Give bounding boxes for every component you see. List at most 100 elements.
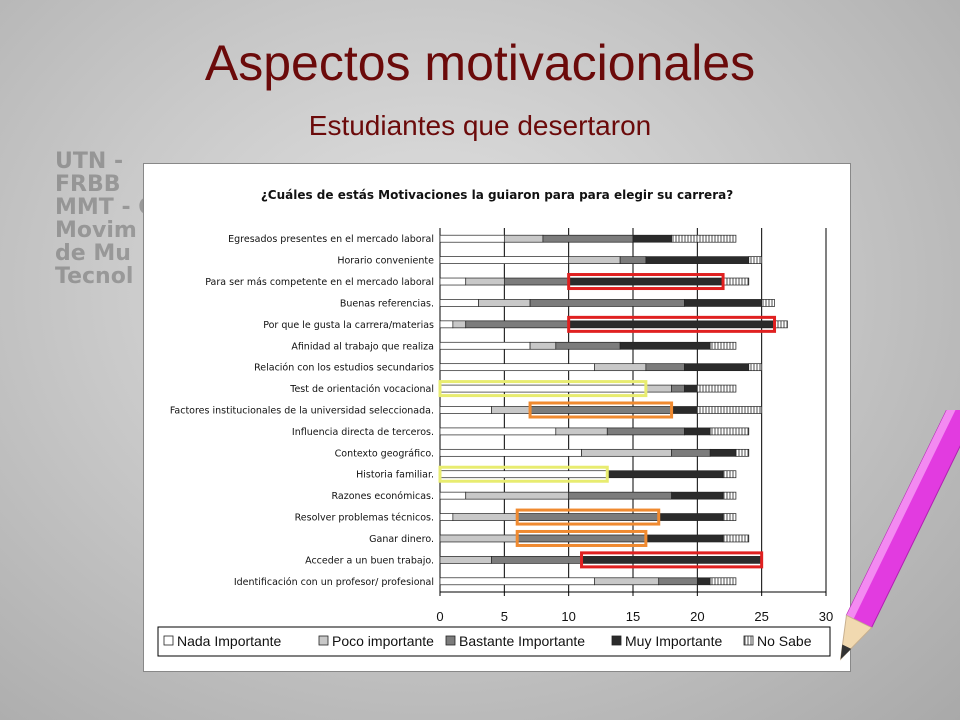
bar-segment (722, 277, 750, 286)
category-label: Contexto geográfico. (335, 448, 434, 459)
bar-segment (439, 234, 505, 243)
bar-segment (555, 427, 608, 436)
bar-segment (696, 577, 711, 586)
background-logo-line: UTN - FRBB (55, 149, 124, 198)
bar-segment (735, 448, 750, 457)
highlight-box (580, 551, 764, 569)
category-label: Razones económicas. (332, 491, 434, 502)
bar-segment (722, 491, 737, 500)
category-label: Buenas referencias. (340, 298, 434, 309)
bar-segment (722, 534, 750, 543)
bar-segment (671, 406, 698, 414)
bar-segment (645, 534, 724, 543)
bar-segment (491, 556, 582, 564)
bar-segment (684, 427, 711, 436)
category-label: Acceder a un buen trabajo. (305, 555, 434, 566)
category-label: Horario conveniente (337, 256, 434, 267)
legend-swatch (611, 635, 622, 646)
bar-segment (516, 534, 647, 543)
bar-segment (503, 277, 570, 286)
bar-segment (671, 234, 737, 243)
bar-segment (568, 256, 621, 264)
bar-segment (439, 577, 595, 586)
bar-segment (684, 363, 750, 372)
bar-segment (516, 513, 660, 521)
legend-label: Poco importante (332, 633, 434, 649)
highlight-box (567, 315, 777, 333)
category-label: Test de orientación vocacional (289, 384, 434, 395)
bar-segment (645, 384, 672, 393)
background-logo-line: de Mu (55, 241, 131, 267)
bar-segment (671, 491, 724, 500)
legend-swatch (743, 635, 754, 646)
bar-segment (581, 448, 672, 457)
bar-segment (439, 556, 492, 564)
bar-segment (684, 299, 763, 307)
chart-panel: ¿Cuáles de estás Motivaciones la guiaron… (143, 163, 851, 672)
legend-swatch (163, 635, 174, 646)
highlight-box (515, 529, 648, 547)
bar-segment (748, 363, 763, 372)
legend-label: No Sabe (757, 633, 812, 649)
bar-segment (439, 427, 557, 436)
bar-segment (696, 406, 763, 414)
x-tick-label: 15 (626, 609, 640, 624)
highlight-box (528, 401, 674, 419)
bar-segment (439, 299, 479, 307)
bar-segment (529, 299, 685, 307)
x-tick-label: 30 (819, 609, 833, 624)
legend-frame (157, 626, 831, 657)
bar-segment (748, 256, 763, 264)
x-tick-label: 10 (561, 609, 575, 624)
bar-segment (632, 234, 672, 243)
bar-segment (439, 534, 518, 543)
category-label: Factores institucionales de la universid… (170, 406, 434, 417)
bar-segment (439, 384, 647, 393)
bar-segment (581, 556, 763, 564)
slide-subtitle: Estudiantes que desertaron (308, 110, 652, 141)
category-label: Por que le gusta la carrera/materias (263, 320, 434, 331)
bar-segment (439, 448, 582, 457)
bar-segment (465, 491, 570, 500)
bar-segment (439, 513, 454, 521)
background-logo: UTN - FRBB MMT - C Movim de Mu Tecnol (55, 149, 165, 289)
bar-segment (619, 341, 711, 350)
category-label: Resolver problemas técnicos. (295, 513, 434, 524)
bar-segment (529, 406, 672, 414)
bar-segment (619, 256, 647, 264)
bar-segment (606, 470, 724, 479)
bar-segment (645, 256, 750, 264)
legend-label: Nada Importante (177, 633, 281, 649)
slide-title: Aspectos motivacionales (204, 35, 756, 91)
category-label: Historia familiar. (356, 470, 434, 481)
bar-segment (709, 448, 737, 457)
bar-segment (761, 299, 775, 307)
highlight-box (567, 273, 725, 291)
bar-segment (439, 363, 595, 372)
bar-segment (439, 320, 454, 329)
bar-segment (439, 470, 608, 479)
highlight-box (438, 465, 609, 483)
background-logo-line: Movim (55, 218, 137, 244)
legend-label: Muy Importante (625, 633, 722, 649)
bar-segment (491, 406, 531, 414)
highlight-box (515, 508, 661, 526)
category-label: Afinidad al trabajo que realiza (291, 341, 434, 352)
highlight-box (438, 380, 648, 398)
background-logo-line: Tecnol (55, 264, 134, 290)
category-label: Ganar dinero. (369, 534, 434, 545)
bar-segment (709, 577, 737, 586)
x-tick-label: 5 (501, 609, 508, 624)
category-label: Para ser más competente en el mercado la… (205, 277, 434, 288)
category-label: Relación con los estudios secundarios (254, 363, 434, 374)
bar-segment (671, 448, 711, 457)
bar-segment (568, 277, 724, 286)
bar-segment (465, 277, 505, 286)
background-logo-line: MMT - C (55, 195, 155, 221)
bar-segment (439, 341, 531, 350)
stacked-bar-chart: ¿Cuáles de estás Motivaciones la guiaron… (157, 188, 833, 657)
bar-segment (658, 577, 698, 586)
bar-segment (594, 577, 660, 586)
bar-segment (606, 427, 685, 436)
bar-segment (452, 320, 467, 329)
